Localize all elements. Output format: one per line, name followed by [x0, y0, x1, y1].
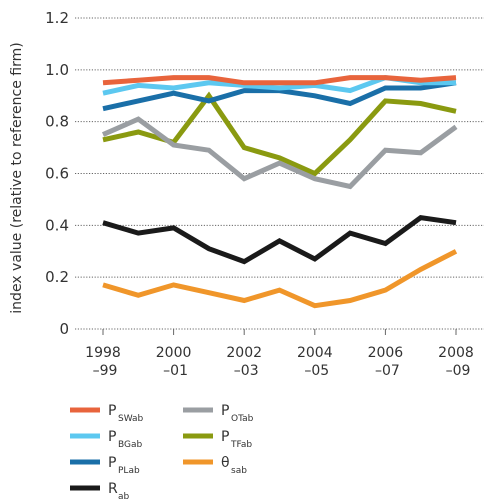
legend-label-main: P [108, 403, 116, 419]
x-tick-label-year: 2000 [156, 345, 192, 361]
x-tick-label-year-end: –09 [446, 363, 471, 379]
gridlines [75, 17, 484, 330]
series-line [101, 116, 458, 190]
legend-label-sub: sab [231, 466, 247, 476]
legend-label-main: P [221, 403, 229, 419]
y-tick-label: 0.6 [45, 165, 69, 183]
y-axis-title-group: index value (relative to reference firm) [9, 42, 25, 313]
legend-label-main: P [108, 455, 116, 471]
x-tick-label-year-end: –07 [375, 363, 400, 379]
legend-label-main: R [108, 481, 118, 497]
y-tick-label: 1.2 [45, 9, 69, 27]
x-tick-label-year: 2004 [297, 345, 333, 361]
x-tick-label-year: 2008 [438, 345, 474, 361]
legend-label-main: P [221, 429, 229, 445]
x-tick-label-year: 2002 [226, 345, 262, 361]
series-line [102, 80, 457, 112]
y-axis-ticks: 0 0.2 0.4 0.6 0.8 1.0 1.2 [45, 9, 69, 338]
series-line [102, 75, 457, 86]
y-tick-label: 0.4 [45, 216, 69, 234]
x-tick-label-year-end: –03 [234, 363, 259, 379]
y-axis-title: index value (relative to reference firm) [9, 42, 25, 313]
legend-label-sub: PLab [118, 466, 140, 476]
y-tick-label: 0.2 [45, 268, 69, 286]
x-tick-label-year: 1998 [85, 345, 121, 361]
legend-label-sub: SWab [118, 414, 144, 424]
x-tick-label-year-end: –01 [163, 363, 188, 379]
y-tick-label: 0 [59, 320, 69, 338]
y-tick-label: 0.8 [45, 113, 69, 131]
legend-label-main: P [108, 429, 116, 445]
legend-label-sub: OTab [231, 414, 254, 424]
legend-label-sub: TFab [230, 440, 252, 450]
series-line [102, 214, 457, 265]
legend-label-main: θ [221, 455, 230, 471]
legend-label-sub: ab [118, 492, 130, 502]
series-lines [101, 75, 458, 309]
legend-label-sub: BGab [118, 440, 143, 450]
x-axis-ticks: 1998 –99 2000 –01 2002 –03 2004 –05 2006 –07 2008 –… [85, 329, 474, 379]
x-tick-label-year-end: –05 [304, 363, 329, 379]
x-tick-label-year-end: –99 [93, 363, 118, 379]
y-tick-label: 1.0 [45, 61, 69, 79]
series-line [102, 249, 458, 309]
x-tick-label-year: 2006 [368, 345, 404, 361]
